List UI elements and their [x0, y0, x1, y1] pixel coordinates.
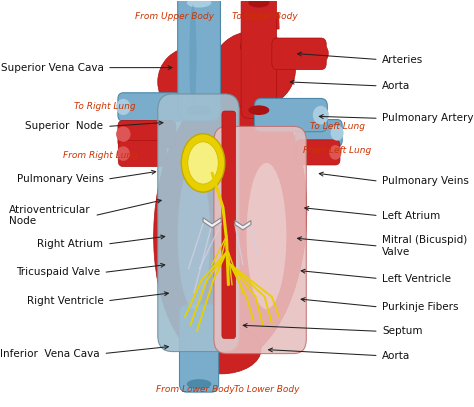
Text: Pulmonary Veins: Pulmonary Veins: [17, 174, 103, 184]
Ellipse shape: [182, 325, 261, 374]
Polygon shape: [235, 221, 251, 230]
Ellipse shape: [246, 163, 286, 309]
Ellipse shape: [313, 106, 329, 125]
Text: To Right Lung: To Right Lung: [74, 102, 136, 111]
Ellipse shape: [212, 31, 295, 108]
FancyBboxPatch shape: [118, 141, 166, 166]
Ellipse shape: [188, 142, 218, 184]
FancyBboxPatch shape: [214, 127, 306, 354]
Text: Pulmonary Artery: Pulmonary Artery: [383, 113, 474, 123]
Text: From Left Lung: From Left Lung: [303, 146, 371, 155]
FancyBboxPatch shape: [180, 305, 219, 392]
FancyBboxPatch shape: [241, 0, 277, 118]
FancyBboxPatch shape: [255, 98, 328, 132]
Ellipse shape: [117, 146, 130, 161]
Text: Aorta: Aorta: [383, 350, 410, 361]
Text: Inferior  Vena Cava: Inferior Vena Cava: [0, 348, 100, 359]
Text: From Upper Body: From Upper Body: [135, 13, 214, 22]
Ellipse shape: [158, 47, 227, 116]
Ellipse shape: [313, 44, 329, 63]
Text: Left Atrium: Left Atrium: [383, 211, 441, 221]
FancyBboxPatch shape: [272, 38, 326, 70]
FancyBboxPatch shape: [118, 120, 176, 148]
Ellipse shape: [330, 125, 344, 141]
FancyBboxPatch shape: [222, 111, 236, 339]
Text: To Upper Body: To Upper Body: [232, 13, 298, 22]
Ellipse shape: [178, 163, 210, 309]
Text: Superior  Node: Superior Node: [26, 121, 103, 131]
FancyBboxPatch shape: [296, 140, 340, 165]
Text: Purkinje Fibers: Purkinje Fibers: [383, 302, 459, 312]
Text: Pulmonary Veins: Pulmonary Veins: [383, 176, 469, 186]
Text: Aorta: Aorta: [383, 81, 410, 91]
Text: Mitral (Bicuspid)
Valve: Mitral (Bicuspid) Valve: [383, 235, 468, 257]
Ellipse shape: [187, 105, 211, 116]
Text: Superior Vena Cava: Superior Vena Cava: [0, 63, 103, 72]
Ellipse shape: [329, 145, 341, 160]
Ellipse shape: [189, 5, 197, 110]
Text: Left Ventricle: Left Ventricle: [383, 274, 451, 284]
Text: From Lower Body: From Lower Body: [156, 385, 235, 394]
Ellipse shape: [116, 99, 130, 115]
Polygon shape: [203, 218, 221, 228]
FancyBboxPatch shape: [296, 120, 342, 146]
Ellipse shape: [116, 127, 130, 142]
Text: From Right Lung: From Right Lung: [64, 151, 138, 160]
Ellipse shape: [154, 82, 307, 365]
Text: Atrioventricular
Node: Atrioventricular Node: [9, 205, 91, 226]
FancyBboxPatch shape: [178, 0, 220, 120]
Ellipse shape: [248, 0, 269, 8]
Ellipse shape: [187, 379, 211, 389]
Text: To Left Lung: To Left Lung: [310, 122, 365, 131]
Text: Arteries: Arteries: [383, 55, 424, 64]
Text: Right Atrium: Right Atrium: [37, 239, 103, 249]
Text: Tricuspaid Valve: Tricuspaid Valve: [16, 267, 100, 278]
Ellipse shape: [248, 105, 269, 115]
Ellipse shape: [187, 0, 211, 8]
FancyBboxPatch shape: [158, 94, 239, 352]
Text: Right Ventricle: Right Ventricle: [27, 296, 103, 306]
Text: To Lower Body: To Lower Body: [234, 385, 299, 394]
FancyBboxPatch shape: [118, 93, 185, 121]
Text: Septum: Septum: [383, 326, 423, 336]
Ellipse shape: [182, 134, 225, 192]
